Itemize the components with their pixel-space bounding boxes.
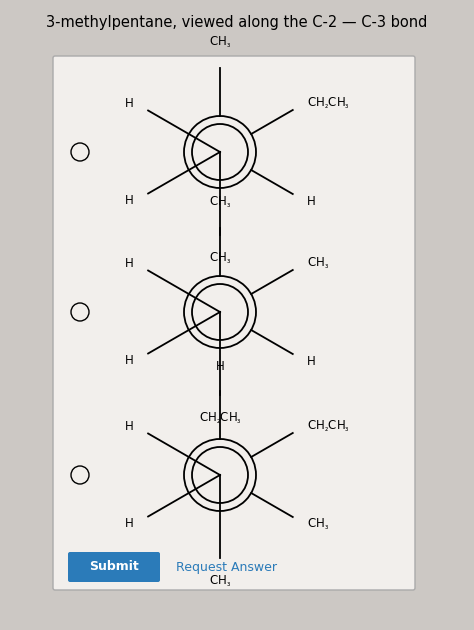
Circle shape — [192, 447, 248, 503]
Text: CH$_{₂}$CH$_{₃}$: CH$_{₂}$CH$_{₃}$ — [199, 411, 241, 426]
Text: CH$_{₃}$: CH$_{₃}$ — [209, 35, 231, 50]
Text: H: H — [125, 97, 134, 110]
Text: 3-methylpentane, viewed along the C-2 — C-3 bond: 3-methylpentane, viewed along the C-2 — … — [46, 16, 428, 30]
Circle shape — [192, 284, 248, 340]
Text: H: H — [125, 420, 134, 433]
Text: CH$_{₃}$: CH$_{₃}$ — [209, 251, 231, 266]
Text: H: H — [125, 517, 134, 530]
Text: H: H — [307, 195, 316, 207]
Text: H: H — [125, 354, 134, 367]
Text: Request Answer: Request Answer — [176, 561, 277, 573]
Text: CH$_{₃}$: CH$_{₃}$ — [209, 574, 231, 589]
Text: CH$_{₂}$CH$_{₃}$: CH$_{₂}$CH$_{₃}$ — [307, 418, 350, 433]
Text: CH$_{₃}$: CH$_{₃}$ — [307, 517, 329, 532]
Text: H: H — [125, 194, 134, 207]
Text: Submit: Submit — [89, 561, 139, 573]
Text: H: H — [125, 257, 134, 270]
Text: CH$_{₃}$: CH$_{₃}$ — [209, 195, 231, 210]
Circle shape — [192, 124, 248, 180]
Text: CH$_{₂}$CH$_{₃}$: CH$_{₂}$CH$_{₃}$ — [307, 96, 350, 110]
Text: H: H — [216, 360, 224, 373]
Text: H: H — [307, 355, 316, 367]
FancyBboxPatch shape — [53, 56, 415, 590]
Text: CH$_{₃}$: CH$_{₃}$ — [307, 255, 329, 270]
FancyBboxPatch shape — [68, 552, 160, 582]
